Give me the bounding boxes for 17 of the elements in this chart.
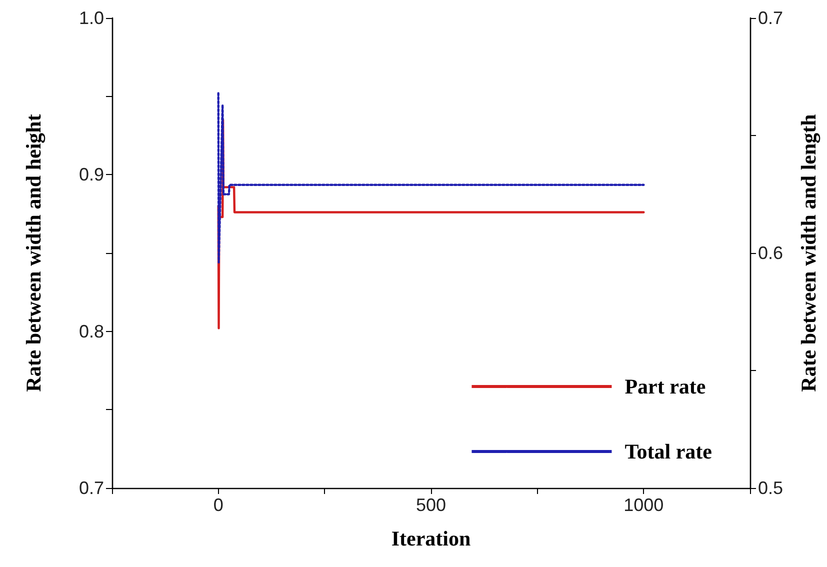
- y-tick-label: 0.7: [78, 478, 104, 498]
- x-axis-title: Iteration: [391, 526, 471, 550]
- x-tick-label: 500: [416, 495, 446, 515]
- line-series: [217, 118, 645, 330]
- y2-tick-label: 0.5: [758, 478, 784, 498]
- y2-axis-title: Rate between width and length: [796, 114, 820, 392]
- x-tick-label: 1000: [624, 495, 664, 515]
- y2-tick-label: 0.6: [758, 243, 784, 263]
- legend-label: Part rate: [624, 374, 706, 398]
- y-tick-label: 0.9: [78, 164, 104, 185]
- x-tick-label: 0: [213, 495, 224, 515]
- y-tick-label: 1.0: [78, 8, 104, 28]
- line-series: [217, 92, 645, 264]
- y2-tick-label: 0.7: [758, 8, 784, 28]
- legend-label: Total rate: [624, 440, 712, 464]
- y-axis-title: Rate between width and height: [22, 114, 46, 392]
- y-tick-label: 0.8: [78, 321, 104, 342]
